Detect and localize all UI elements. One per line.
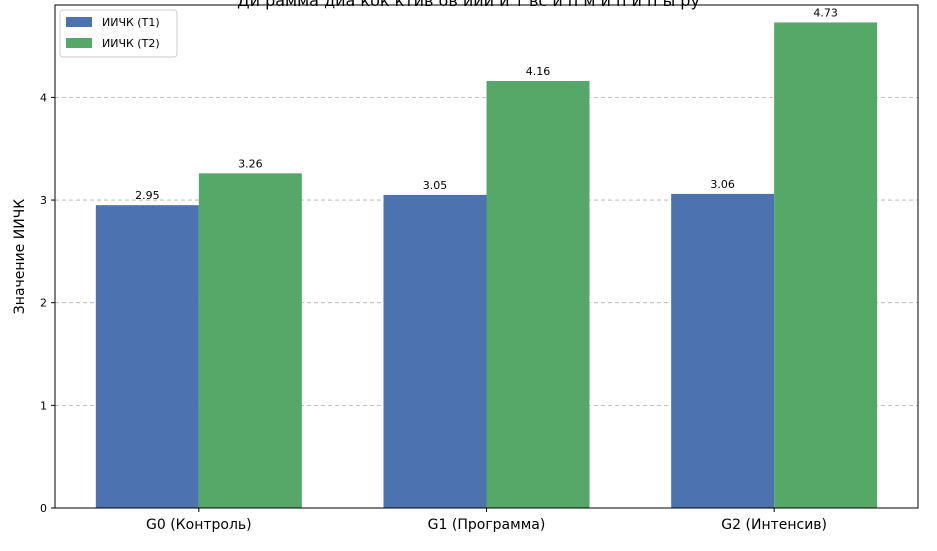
bar-value-label: 4.73 xyxy=(813,6,838,19)
x-tick-label: G0 (Контроль) xyxy=(146,517,252,533)
legend-swatch xyxy=(66,38,92,48)
legend-swatch xyxy=(66,17,92,27)
bar-value-label: 3.26 xyxy=(238,157,263,170)
y-tick-label: 1 xyxy=(40,399,47,412)
bar-value-label: 4.16 xyxy=(526,65,551,78)
y-axis-label: Значение ИИЧК xyxy=(12,199,28,314)
legend-label: ИИЧК (T1) xyxy=(102,16,160,29)
legend-label: ИИЧК (T2) xyxy=(102,37,160,50)
y-tick-label: 0 xyxy=(40,502,47,515)
y-tick-label: 2 xyxy=(40,297,47,310)
bar xyxy=(198,173,302,508)
bar xyxy=(486,80,590,509)
bar-value-label: 2.95 xyxy=(135,189,160,202)
bar xyxy=(383,194,487,509)
y-tick-label: 3 xyxy=(40,194,47,207)
bar xyxy=(95,205,199,508)
y-tick-label: 4 xyxy=(40,91,47,104)
x-tick-label: G1 (Программа) xyxy=(428,517,546,533)
bar-value-label: 3.06 xyxy=(710,178,735,191)
x-tick-label: G2 (Интенсив) xyxy=(721,517,827,533)
bar xyxy=(774,22,878,509)
plot-frame xyxy=(54,4,919,509)
bar-value-label: 3.05 xyxy=(423,179,448,192)
bar xyxy=(671,193,775,508)
chart-title-cut: Ди рамма диа кок ктив ов иии и т вс и п … xyxy=(237,0,700,10)
